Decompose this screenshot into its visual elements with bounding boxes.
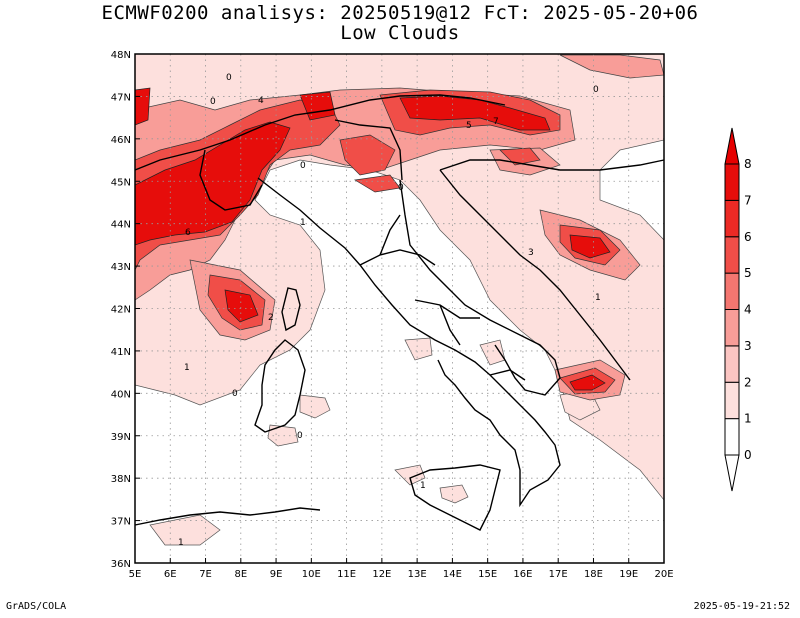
svg-text:0: 0	[210, 97, 216, 107]
svg-text:5: 5	[466, 121, 472, 131]
colorbar-segment	[724, 199, 740, 238]
colorbar-label: 7	[744, 193, 752, 207]
chart-subtitle: Low Clouds	[340, 22, 460, 44]
longitude-tick-label: 13E	[408, 569, 427, 580]
colorbar-label: 8	[744, 157, 752, 171]
longitude-tick-label: 16E	[513, 569, 532, 580]
longitude-tick-label: 14E	[443, 569, 462, 580]
colorbar-segment	[724, 418, 740, 456]
colorbar-bottom-arrow	[724, 454, 740, 492]
longitude-tick-label: 8E	[234, 569, 247, 580]
svg-text:6: 6	[185, 228, 191, 238]
latitude-tick-label: 48N	[111, 50, 131, 61]
longitude-tick-label: 6E	[164, 569, 177, 580]
longitude-tick-label: 19E	[619, 569, 638, 580]
latitude-tick-label: 42N	[111, 305, 131, 316]
svg-text:1: 1	[420, 481, 426, 491]
longitude-tick-label: 15E	[478, 569, 497, 580]
latitude-tick-label: 36N	[111, 559, 131, 570]
colorbar-segment	[724, 345, 740, 383]
svg-text:1: 1	[300, 218, 306, 228]
latitude-tick-label: 44N	[111, 220, 131, 231]
longitude-tick-label: 9E	[270, 569, 283, 580]
longitude-tick-label: 17E	[549, 569, 568, 580]
longitude-tick-label: 10E	[302, 569, 321, 580]
longitude-tick-label: 20E	[654, 569, 673, 580]
cloud-cover-field: 0 0 0 0 0 0 0 1 1 1 1 1 2 3 4 5 6 7	[135, 54, 664, 548]
svg-text:0: 0	[300, 161, 306, 171]
footer-timestamp: 2025-05-19-21:52	[693, 601, 790, 612]
colorbar-segment	[724, 236, 740, 274]
longitude-ticks: 5E 6E 7E 8E 9E 10E 11E 12E 13E 14E 15E 16E 17E 18E 19E…	[129, 558, 674, 580]
chart-title: ECMWF0200 analisys: 20250519@12 FcT: 202…	[101, 2, 699, 24]
latitude-tick-label: 39N	[111, 432, 131, 443]
svg-text:4: 4	[258, 96, 264, 106]
colorbar-label: 5	[744, 266, 752, 280]
latitude-ticks: 48N 47N 46N 45N 44N 43N 42N 41N 40N 39N 38N 37N 36N	[111, 50, 140, 570]
svg-text:1: 1	[184, 363, 190, 373]
colorbar-label: 4	[744, 303, 752, 317]
svg-text:7: 7	[493, 117, 499, 127]
longitude-tick-label: 12E	[372, 569, 391, 580]
svg-text:1: 1	[595, 293, 601, 303]
latitude-tick-label: 43N	[111, 262, 131, 273]
latitude-tick-label: 46N	[111, 135, 131, 146]
svg-text:1: 1	[178, 538, 184, 548]
colorbar-top-arrow	[724, 127, 740, 165]
longitude-tick-label: 11E	[337, 569, 356, 580]
longitude-tick-label: 5E	[129, 569, 142, 580]
svg-text:2: 2	[268, 313, 274, 323]
svg-text:3: 3	[528, 248, 534, 258]
latitude-tick-label: 38N	[111, 474, 131, 485]
longitude-tick-label: 18E	[584, 569, 603, 580]
footer-software-label: GrADS/COLA	[6, 601, 67, 612]
colorbar-label: 2	[744, 375, 752, 389]
colorbar-label: 1	[744, 412, 752, 426]
colorbar-label: 0	[744, 448, 752, 462]
svg-text:0: 0	[593, 85, 599, 95]
latitude-tick-label: 37N	[111, 517, 131, 528]
colorbar-label: 3	[744, 339, 752, 353]
latitude-tick-label: 47N	[111, 92, 131, 103]
colorbar-segment	[724, 309, 740, 347]
colorbar: 0 1 2 3 4 5 6 7 8	[724, 127, 752, 492]
colorbar-segment	[724, 163, 740, 201]
svg-text:0: 0	[226, 73, 232, 83]
latitude-tick-label: 40N	[111, 389, 131, 400]
longitude-tick-label: 7E	[199, 569, 212, 580]
colorbar-label: 6	[744, 230, 752, 244]
colorbar-segment	[724, 272, 740, 310]
lat-lon-grid	[135, 54, 664, 563]
coastlines	[134, 94, 665, 531]
latitude-tick-label: 41N	[111, 347, 131, 358]
svg-text:0: 0	[232, 389, 238, 399]
colorbar-segment	[724, 381, 740, 420]
latitude-tick-label: 45N	[111, 177, 131, 188]
